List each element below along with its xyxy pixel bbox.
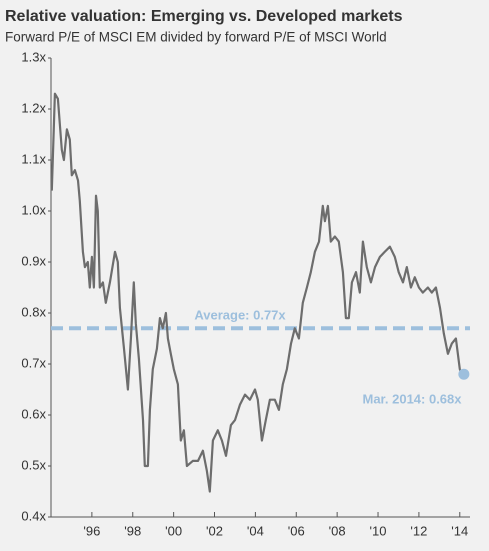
x-tick-label: '08 <box>329 523 346 538</box>
y-tick-label: 0.9x <box>21 253 46 268</box>
x-tick-label: '10 <box>370 523 387 538</box>
data-line <box>50 92 463 493</box>
y-tick-label: 1.2x <box>21 100 46 115</box>
x-tick-label: '96 <box>83 523 100 538</box>
x-tick-label: '04 <box>247 523 264 538</box>
y-tick-label: 1.1x <box>21 151 46 166</box>
chart-subtitle: Forward P/E of MSCI EM divided by forwar… <box>5 30 387 45</box>
x-tick-label: '14 <box>451 523 468 538</box>
y-tick-label: 0.5x <box>21 457 46 472</box>
y-tick-label: 0.8x <box>21 304 46 319</box>
x-tick-label: '06 <box>288 523 305 538</box>
y-tick-label: 1.0x <box>21 202 46 217</box>
y-tick-label: 1.3x <box>21 49 46 64</box>
latest-point <box>458 368 470 380</box>
y-tick-label: 0.4x <box>21 508 46 523</box>
x-tick-label: '00 <box>165 523 182 538</box>
chart-title: Relative valuation: Emerging vs. Develop… <box>5 8 403 25</box>
average-label: Average: 0.77x <box>194 308 286 323</box>
x-tick-label: '12 <box>410 523 427 538</box>
y-tick-label: 0.6x <box>21 406 46 421</box>
latest-label: Mar. 2014: 0.68x <box>362 392 462 407</box>
x-tick-label: '02 <box>206 523 223 538</box>
x-tick-label: '98 <box>124 523 141 538</box>
y-tick-label: 0.7x <box>21 355 46 370</box>
